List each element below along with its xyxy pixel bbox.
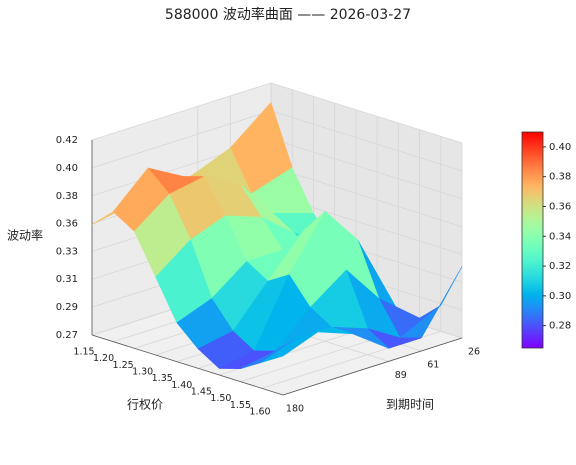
z-grid-line (270, 166, 463, 227)
z-tick-label: 0.29 (56, 302, 78, 313)
colorbar-tick-label: 0.28 (549, 321, 571, 332)
z-tick-label: 0.36 (56, 219, 78, 230)
z-grid-line (270, 82, 463, 144)
z-grid-line (270, 110, 463, 172)
colorbar-tick-label: 0.30 (549, 291, 571, 302)
z-grid-line (91, 110, 272, 169)
surface-patch (261, 331, 319, 363)
axis-line (91, 334, 284, 396)
z-grid-line (270, 138, 463, 200)
x-tick-label: 1.30 (132, 367, 153, 378)
x-tick-label: 1.55 (230, 400, 251, 411)
z-tick-label: 0.40 (56, 163, 78, 174)
axis-line (282, 337, 463, 396)
colorbar-tick-label: 0.38 (549, 172, 571, 183)
z-tick-label: 0.38 (56, 191, 78, 202)
x-tick-label: 1.35 (152, 373, 173, 384)
colorbar-tick-label: 0.40 (549, 142, 571, 153)
z-tick-label: 0.27 (56, 330, 78, 341)
y-tick-label: 89 (395, 370, 407, 381)
z-axis-label: 波动率 (7, 228, 43, 243)
x-tick-label: 1.15 (73, 347, 94, 358)
x-tick-label: 1.50 (210, 393, 231, 404)
z-tick-label: 0.42 (56, 135, 78, 146)
x-axis-label: 行权价 (127, 398, 163, 412)
x-tick-label: 1.25 (113, 360, 134, 371)
x-tick-label: 1.60 (249, 407, 270, 418)
y-tick-label: 180 (286, 404, 304, 415)
colorbar (521, 131, 544, 349)
z-grid-line (91, 82, 272, 141)
colorbar-tick-label: 0.36 (549, 201, 571, 212)
x-tick-label: 1.45 (191, 387, 212, 398)
colorbar-tick-label: 0.32 (549, 261, 571, 272)
x-tick-label: 1.20 (93, 353, 114, 364)
x-tick-label: 1.40 (171, 380, 192, 391)
colorbar-tick-label: 0.34 (549, 231, 571, 242)
z-tick-label: 0.31 (56, 274, 78, 285)
chart-title: 588000 波动率曲面 —— 2026-03-27 (165, 6, 411, 23)
y-tick-label: 61 (427, 359, 439, 370)
y-tick-label: 26 (468, 347, 480, 358)
y-axis-label: 到期时间 (386, 398, 434, 412)
z-tick-label: 0.33 (56, 246, 78, 257)
